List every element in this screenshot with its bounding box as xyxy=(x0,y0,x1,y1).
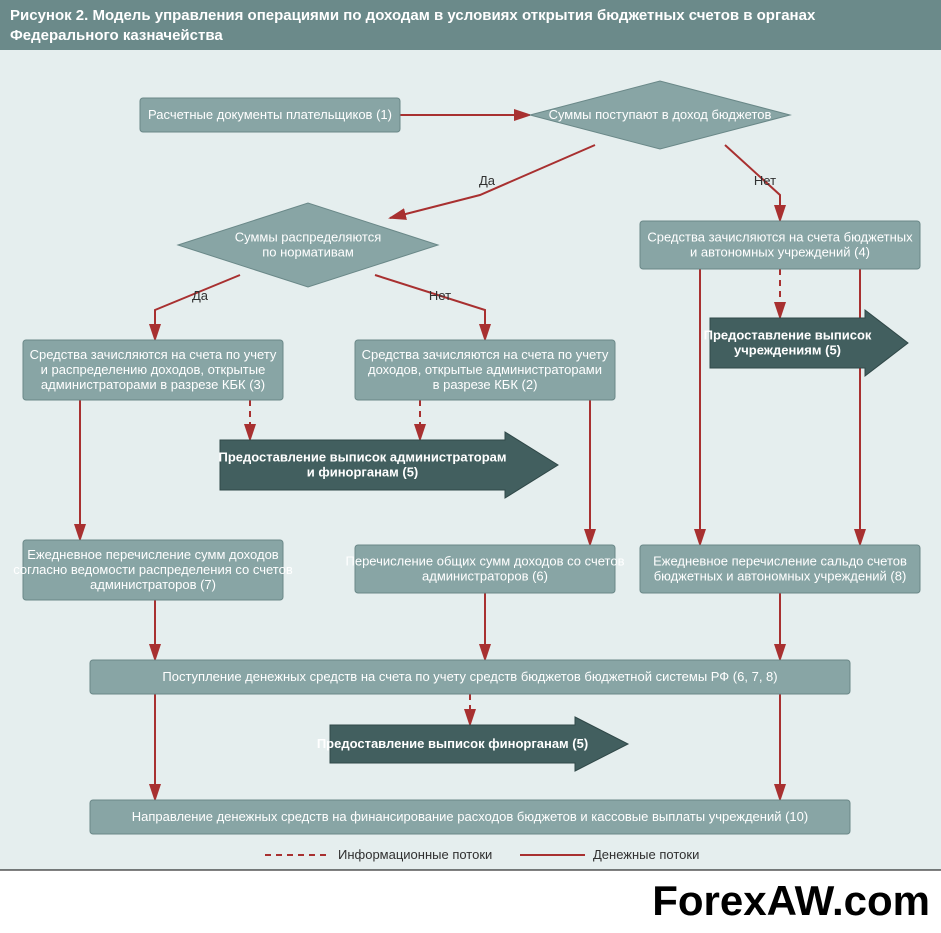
edge-label: Да xyxy=(192,288,209,303)
node-n3-line1: и распределению доходов, открытые xyxy=(41,362,266,377)
node-n1: Расчетные документы плательщиков (1) xyxy=(140,98,400,132)
node-n10-line0: Направление денежных средств на финансир… xyxy=(132,809,808,824)
node-n678-line0: Поступление денежных средств на счета по… xyxy=(162,669,777,684)
node-d1-line0: Суммы поступают в доход бюджетов xyxy=(549,107,772,122)
node-n4-line0: Средства зачисляются на счета бюджетных xyxy=(647,230,913,245)
edge-label: Нет xyxy=(429,288,451,303)
node-n7: Ежедневное перечисление сумм доходовсогл… xyxy=(13,540,293,600)
node-a5b-line1: и финорганам (5) xyxy=(307,465,419,480)
node-a5c: Предоставление выписок финорганам (5) xyxy=(317,717,628,771)
node-n1-line0: Расчетные документы плательщиков (1) xyxy=(148,107,392,122)
node-n6-line0: Перечисление общих сумм доходов со счето… xyxy=(346,554,625,569)
node-a5b-line0: Предоставление выписок администраторам xyxy=(218,450,506,465)
node-n4: Средства зачисляются на счета бюджетныхи… xyxy=(640,221,920,269)
edge-label: Да xyxy=(479,173,496,188)
node-n2: Средства зачисляются на счета по учетудо… xyxy=(355,340,615,400)
node-a5a: Предоставление выписокучреждениям (5) xyxy=(704,310,908,376)
watermark: ForexAW.com xyxy=(652,877,930,924)
node-n8-line1: бюджетных и автономных учреждений (8) xyxy=(654,569,907,584)
node-n2-line0: Средства зачисляются на счета по учету xyxy=(362,347,609,362)
node-n4-line1: и автономных учреждений (4) xyxy=(690,245,870,260)
node-d2-line1: по нормативам xyxy=(262,245,354,260)
node-n8: Ежедневное перечисление сальдо счетовбюд… xyxy=(640,545,920,593)
node-n3: Средства зачисляются на счета по учетуи … xyxy=(23,340,283,400)
node-a5b: Предоставление выписок администраторами … xyxy=(218,432,558,498)
node-n6: Перечисление общих сумм доходов со счето… xyxy=(346,545,625,593)
node-n8-line0: Ежедневное перечисление сальдо счетов xyxy=(653,554,907,569)
node-n7-line1: согласно ведомости распределения со счет… xyxy=(13,562,293,577)
node-n3-line0: Средства зачисляются на счета по учету xyxy=(30,347,277,362)
node-n2-line2: в разрезе КБК (2) xyxy=(433,377,538,392)
title-line1: Рисунок 2. Модель управления операциями … xyxy=(10,7,816,24)
title-line2: Федерального казначейства xyxy=(10,27,223,44)
legend-info-label: Информационные потоки xyxy=(338,847,492,862)
node-n7-line2: администраторов (7) xyxy=(90,577,216,592)
node-d2-line0: Суммы распределяются xyxy=(235,230,382,245)
legend-money-label: Денежные потоки xyxy=(593,847,699,862)
node-n6-line1: администраторов (6) xyxy=(422,569,548,584)
node-a5a-line1: учреждениям (5) xyxy=(734,343,841,358)
node-n678: Поступление денежных средств на счета по… xyxy=(90,660,850,694)
edge-label: Нет xyxy=(754,173,776,188)
node-n10: Направление денежных средств на финансир… xyxy=(90,800,850,834)
node-a5c-line0: Предоставление выписок финорганам (5) xyxy=(317,736,588,751)
node-n2-line1: доходов, открытые администраторами xyxy=(368,362,602,377)
node-n7-line0: Ежедневное перечисление сумм доходов xyxy=(27,547,279,562)
node-a5a-line0: Предоставление выписок xyxy=(704,328,872,343)
node-n3-line2: администраторами в разрезе КБК (3) xyxy=(41,377,265,392)
